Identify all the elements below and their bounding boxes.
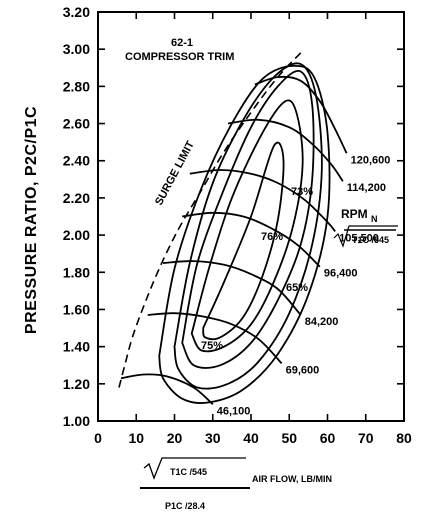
x-corr-bottom: P1C /28.4 xyxy=(165,501,205,511)
y-axis: 1.00 1.20 1.40 1.60 1.80 2.00 2.20 2.40 2.60 2.80… xyxy=(63,4,404,429)
speed-label-105500: 105,500 xyxy=(339,232,379,244)
efficiency-label-73: 73% xyxy=(291,186,313,198)
rpm-corr-label: T1C /545 xyxy=(352,235,389,245)
speed-line-84200 xyxy=(162,260,302,316)
y-tick-label: 1.40 xyxy=(63,339,90,355)
efficiency-island-70 xyxy=(173,62,323,390)
x-tick-label: 30 xyxy=(205,430,221,446)
y-axis-title: PRESSURE RATIO, P2C/P1C xyxy=(23,106,40,334)
rpm-sub-label: N xyxy=(371,214,378,224)
chart-subtitle: COMPRESSOR TRIM xyxy=(125,51,234,63)
y-tick-label: 1.00 xyxy=(63,413,90,429)
x-tick-label: 40 xyxy=(243,430,259,446)
speed-line-120600 xyxy=(254,75,348,154)
x-tick-label: 20 xyxy=(167,430,183,446)
speed-label-69600: 69,600 xyxy=(286,364,320,376)
efficiency-island-75 xyxy=(190,99,304,353)
efficiency-island-65 xyxy=(158,64,331,404)
x-tick-label: 80 xyxy=(396,430,412,446)
x-sqrt-sign xyxy=(143,457,246,480)
y-tick-label: 2.20 xyxy=(63,190,90,206)
x-tick-label: 50 xyxy=(281,430,297,446)
rpm-label: RPM xyxy=(341,207,368,221)
y-tick-label: 1.60 xyxy=(63,301,90,317)
x-corr-top: T1C /545 xyxy=(170,467,207,477)
speed-label-46100: 46,100 xyxy=(217,405,251,417)
y-tick-label: 1.20 xyxy=(63,376,90,392)
efficiency-label-65: 65% xyxy=(286,282,308,294)
efficiency-label-75: 75% xyxy=(201,340,223,352)
efficiency-island-76 xyxy=(202,141,285,341)
surge-limit-line xyxy=(118,52,302,388)
efficiency-label-76: 76% xyxy=(261,231,283,243)
rpm-sqrt-sign xyxy=(333,225,398,248)
speed-line-96400 xyxy=(182,211,321,268)
y-tick-label: 2.40 xyxy=(63,153,90,169)
efficiency-islands xyxy=(158,62,331,404)
y-tick-label: 3.20 xyxy=(63,4,90,20)
x-axis-title: AIR FLOW, LB/MIN xyxy=(252,474,332,484)
x-tick-label: 60 xyxy=(320,430,336,446)
speed-label-84200: 84,200 xyxy=(305,316,339,328)
x-axis: 0 10 20 30 40 50 60 70 80 xyxy=(94,12,412,446)
speed-line-46100 xyxy=(120,373,214,405)
x-tick-label: 70 xyxy=(358,430,374,446)
speed-label-114200: 114,200 xyxy=(347,182,386,194)
speed-labels: 46,100 69,600 84,200 96,400 105,500 114,200 12… xyxy=(217,154,391,417)
y-tick-label: 3.00 xyxy=(63,41,90,57)
y-tick-label: 2.80 xyxy=(63,78,90,94)
x-tick-label: 10 xyxy=(128,430,144,446)
y-tick-label: 1.80 xyxy=(63,264,90,280)
chart-title: 62-1 xyxy=(171,37,193,49)
speed-line-69600 xyxy=(147,312,283,365)
y-tick-label: 2.60 xyxy=(63,116,90,132)
efficiency-island-73 xyxy=(181,69,315,369)
y-tick-label: 2.00 xyxy=(63,227,90,243)
x-tick-label: 0 xyxy=(94,430,102,446)
speed-label-96400: 96,400 xyxy=(324,268,358,280)
speed-label-120600: 120,600 xyxy=(351,154,391,166)
